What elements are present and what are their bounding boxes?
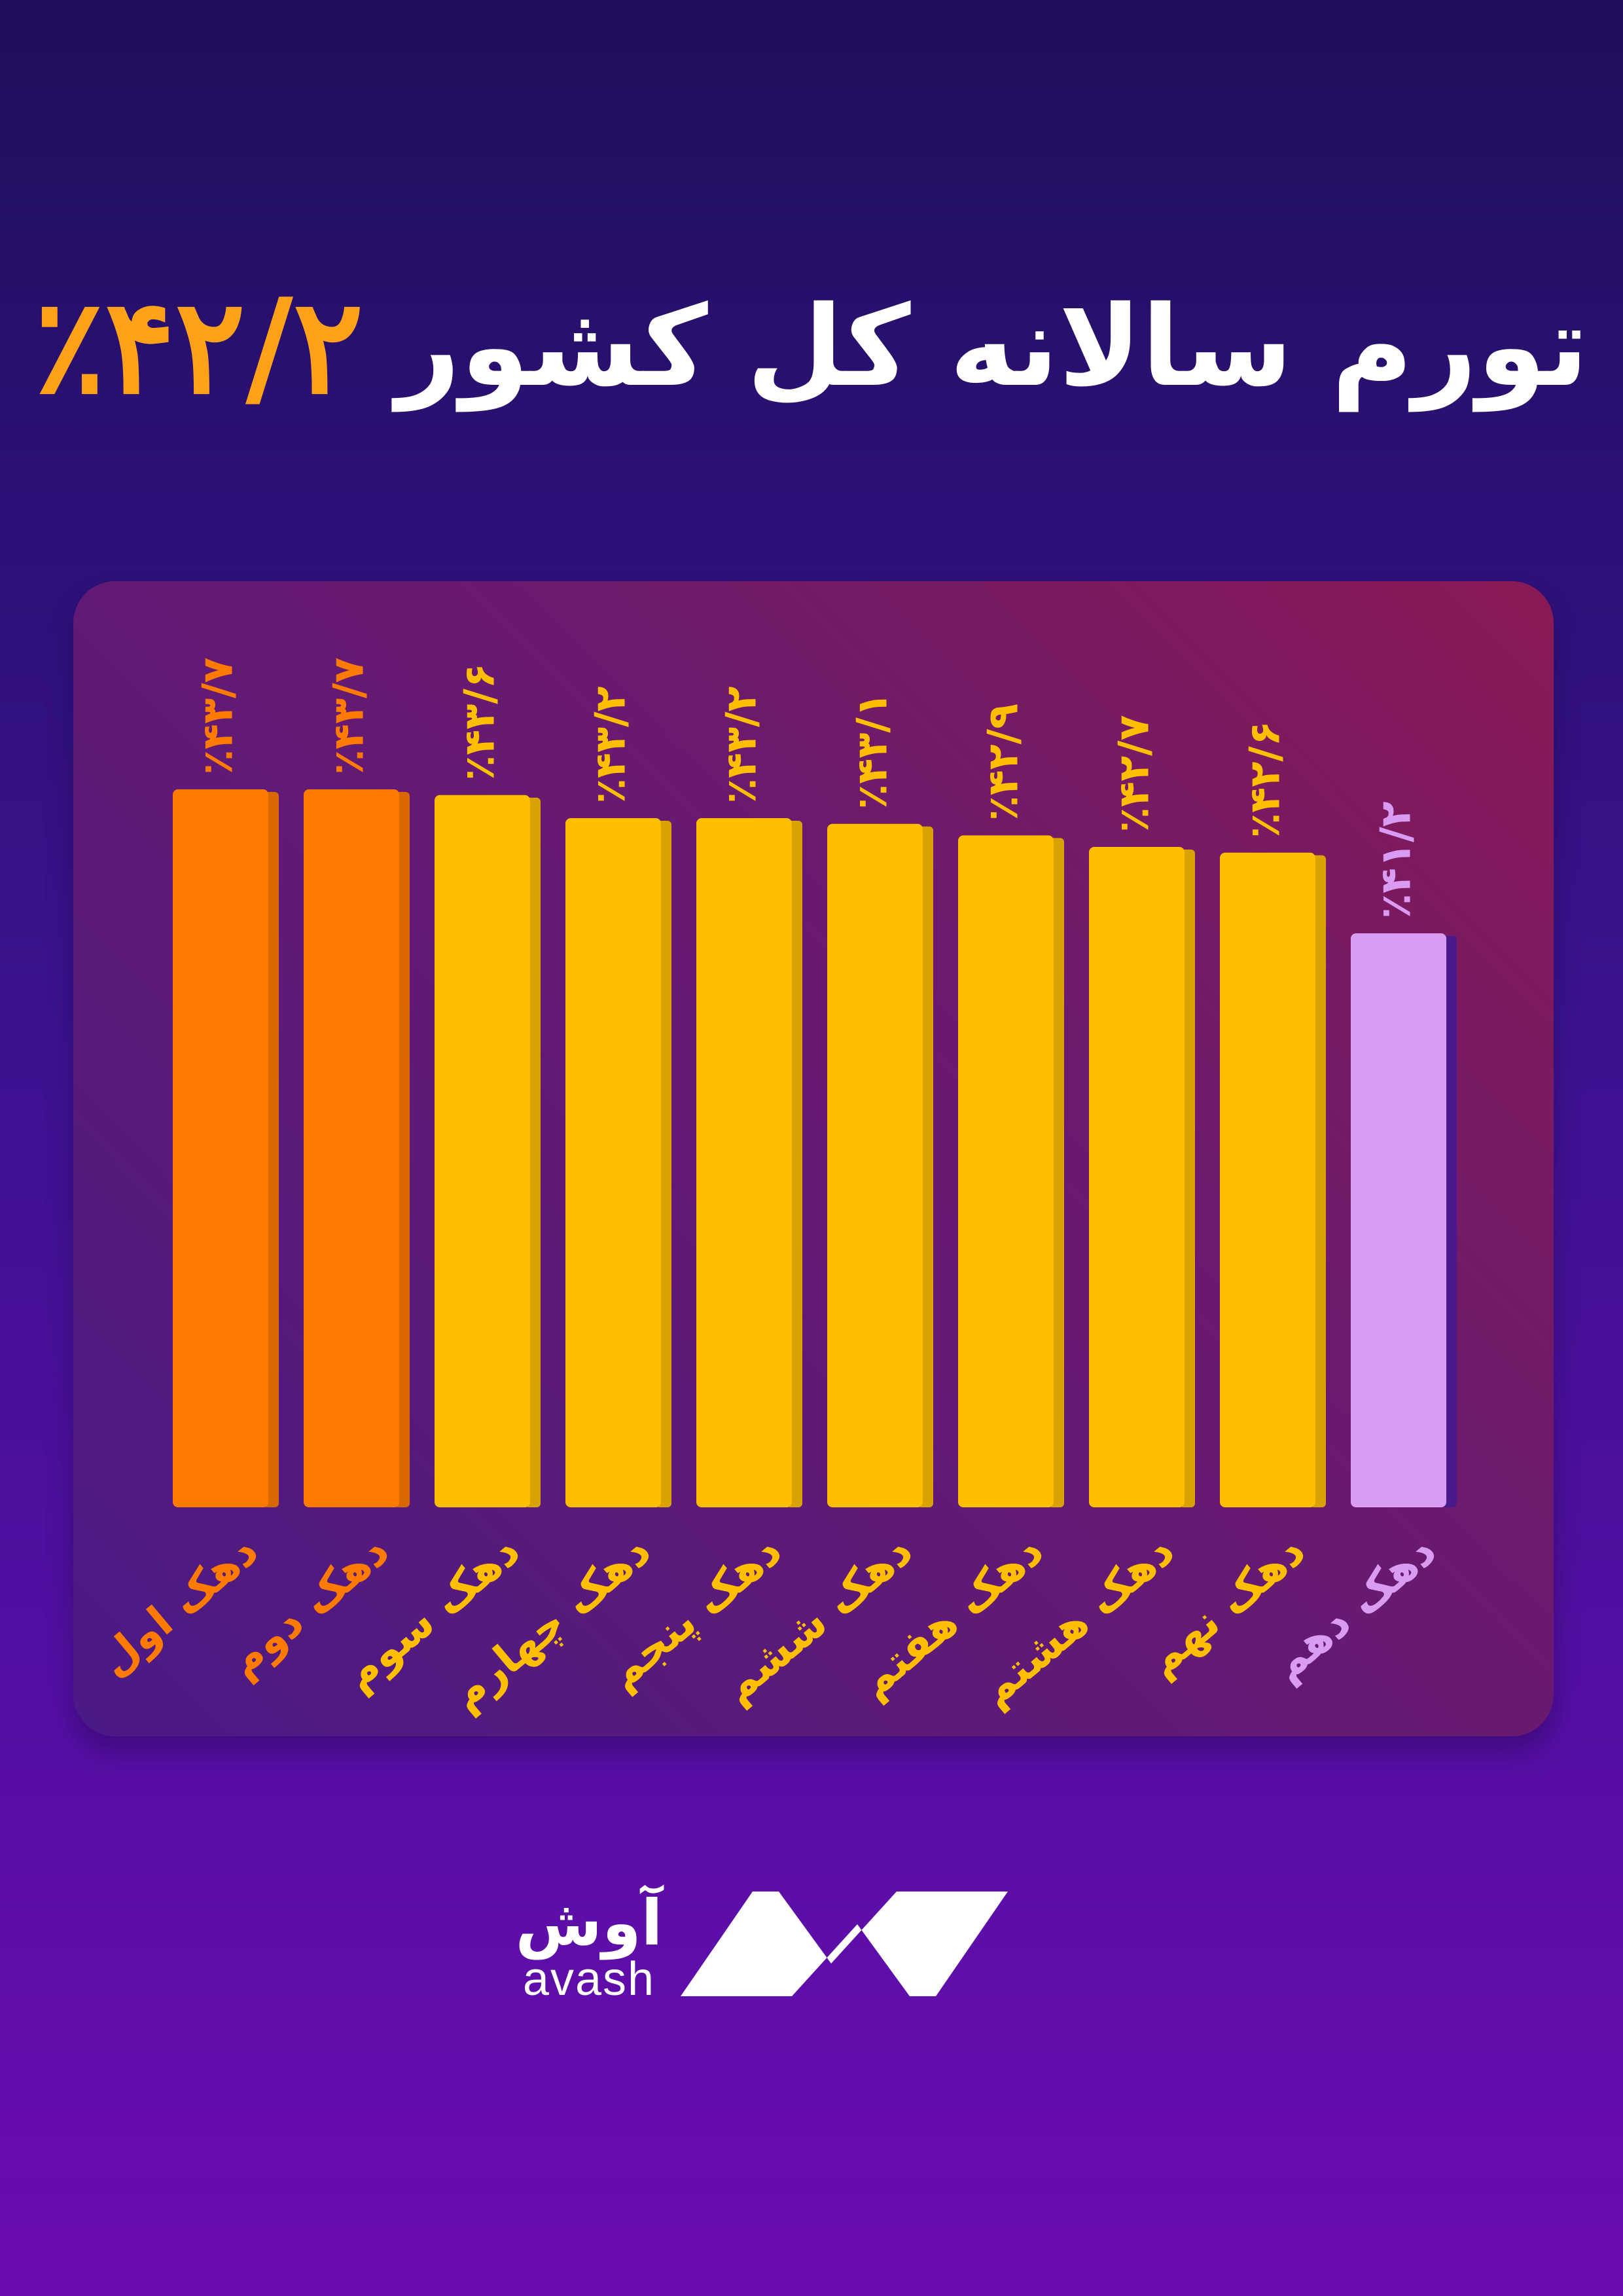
title-value: ٪۴۲/۲ bbox=[34, 270, 364, 423]
data-label: ٪۴۲/۶ bbox=[1241, 721, 1290, 838]
data-label: ٪۴۱/۲ bbox=[1372, 801, 1421, 919]
data-label: ٪۴۲/۷ bbox=[1111, 715, 1159, 833]
bar bbox=[1220, 852, 1315, 1507]
data-label: ٪۴۳/۶ bbox=[456, 663, 505, 781]
bar bbox=[1351, 933, 1446, 1507]
logo-name-en: avash bbox=[522, 1953, 656, 2005]
bar bbox=[173, 789, 268, 1507]
page-title: تورم سالانه کل کشور bbox=[396, 282, 1589, 412]
bar bbox=[696, 818, 792, 1507]
bar bbox=[1089, 847, 1185, 1507]
avash-logo-icon bbox=[681, 1892, 1008, 1996]
title-row: ٪۴۲/۲ تورم سالانه کل کشور bbox=[0, 249, 1623, 445]
logo-name-fa: آوش bbox=[515, 1886, 663, 1960]
bar bbox=[304, 789, 399, 1507]
data-label: ٪۴۲/۹ bbox=[980, 704, 1028, 821]
data-label: ٪۴۳/۷ bbox=[325, 657, 374, 775]
chart-panel: ٪۴۳/۷ دهک اول ٪۴۳/۷ دهک دوم ٪۴۳/۶ دهک سوم ٪۴۳/… bbox=[73, 581, 1554, 1736]
data-label: ٪۴۳/۲ bbox=[718, 686, 766, 804]
bar bbox=[958, 835, 1054, 1507]
data-label: ٪۴۳/۱ bbox=[849, 692, 897, 810]
brand-logo: آوش avash bbox=[510, 1885, 1008, 2016]
data-label: ٪۴۳/۷ bbox=[194, 657, 243, 775]
bar bbox=[827, 823, 923, 1507]
data-label: ٪۴۳/۲ bbox=[587, 686, 635, 804]
bar bbox=[435, 795, 530, 1507]
bar bbox=[565, 818, 661, 1507]
